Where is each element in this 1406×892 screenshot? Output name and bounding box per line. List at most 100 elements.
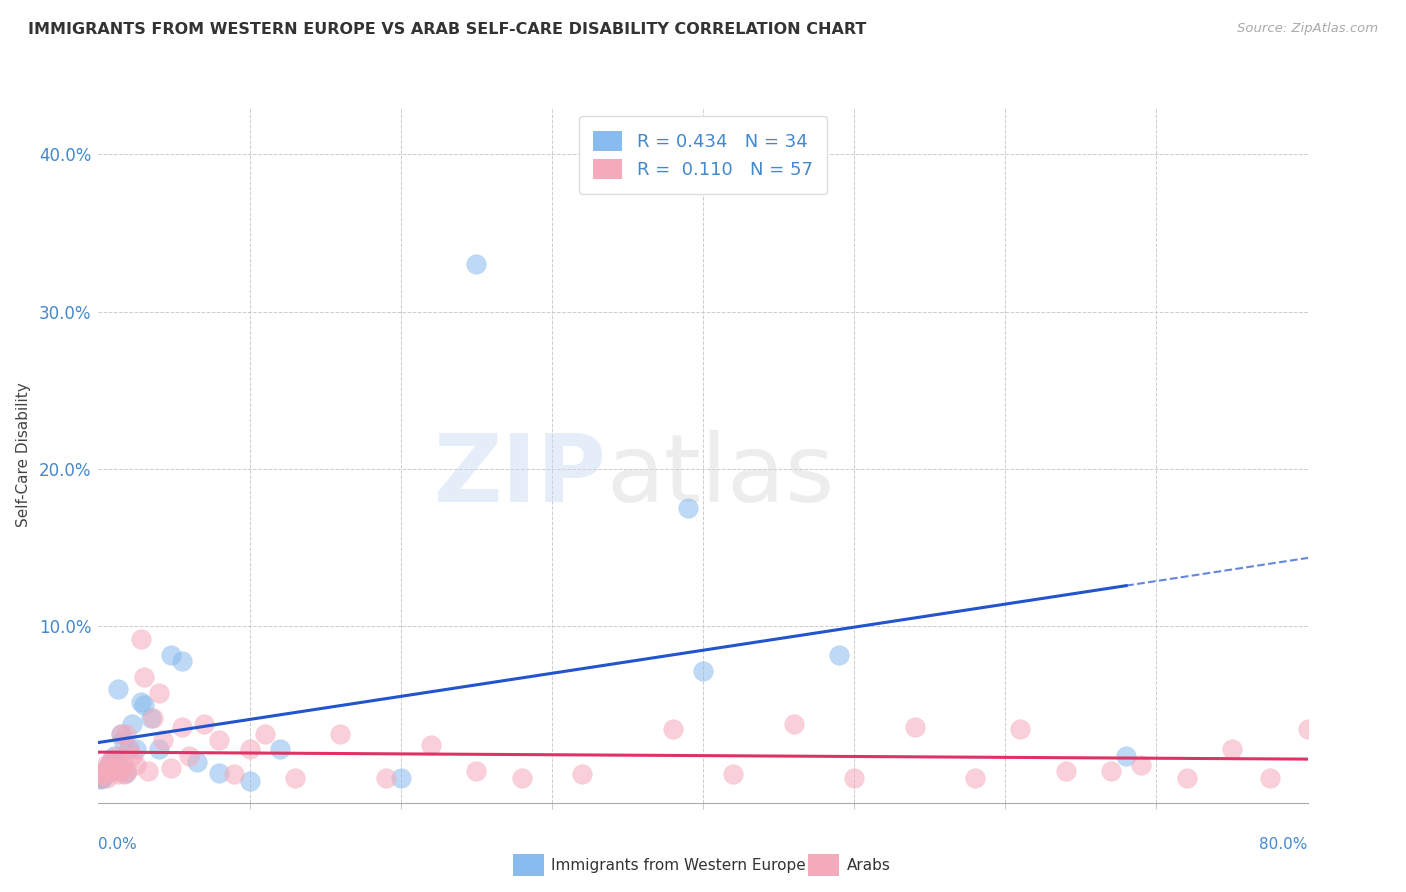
Point	[284, 771, 307, 785]
Point	[1220, 742, 1243, 756]
Point	[129, 632, 152, 646]
Point	[100, 764, 122, 779]
Text: IMMIGRANTS FROM WESTERN EUROPE VS ARAB SELF-CARE DISABILITY CORRELATION CHART: IMMIGRANTS FROM WESTERN EUROPE VS ARAB S…	[28, 22, 866, 37]
Point	[782, 717, 804, 731]
Point	[105, 753, 128, 767]
Point	[91, 771, 114, 785]
Point	[329, 726, 352, 740]
Point	[105, 748, 128, 763]
Point	[661, 722, 683, 736]
Point	[1054, 764, 1077, 779]
Point	[239, 773, 262, 788]
Y-axis label: Self-Care Disability: Self-Care Disability	[15, 383, 31, 527]
Point	[1115, 748, 1137, 763]
Point	[253, 726, 276, 740]
Point	[160, 648, 183, 662]
Point	[208, 765, 231, 780]
Point	[110, 726, 132, 740]
Point	[89, 771, 111, 785]
Point	[224, 767, 246, 781]
Point	[239, 742, 262, 756]
Point	[132, 698, 155, 713]
Point	[118, 742, 141, 756]
Point	[208, 732, 231, 747]
Point	[125, 742, 148, 756]
Point	[103, 758, 125, 772]
Point	[1099, 764, 1122, 779]
Point	[676, 501, 699, 516]
Point	[269, 742, 291, 756]
Point	[125, 758, 148, 772]
Point	[93, 767, 115, 781]
Point	[1258, 771, 1281, 785]
Point	[98, 761, 121, 775]
Point	[93, 767, 115, 781]
Point	[389, 771, 412, 785]
Point	[1130, 758, 1153, 772]
Text: Source: ZipAtlas.com: Source: ZipAtlas.com	[1237, 22, 1378, 36]
Point	[107, 682, 129, 697]
Point	[148, 742, 170, 756]
Point	[136, 764, 159, 779]
Point	[170, 720, 193, 734]
Text: ZIP: ZIP	[433, 430, 606, 522]
Point	[571, 767, 593, 781]
Point	[112, 767, 135, 781]
Point	[101, 753, 124, 767]
Point	[111, 758, 134, 772]
Point	[100, 753, 122, 767]
Point	[1010, 722, 1032, 736]
Text: atlas: atlas	[606, 430, 835, 522]
Point	[111, 732, 134, 747]
Point	[101, 764, 124, 779]
Text: 0.0%: 0.0%	[98, 838, 138, 853]
Point	[1175, 771, 1198, 785]
Point	[96, 771, 118, 785]
Point	[104, 761, 127, 775]
Point	[107, 767, 129, 781]
Point	[170, 654, 193, 668]
Point	[89, 772, 111, 787]
Point	[374, 771, 396, 785]
Point	[965, 771, 987, 785]
Point	[121, 748, 143, 763]
Point	[148, 685, 170, 699]
Point	[118, 742, 141, 756]
Point	[510, 771, 533, 785]
Point	[94, 764, 117, 779]
Point	[186, 755, 208, 769]
Point	[98, 758, 121, 772]
Point	[103, 748, 125, 763]
Text: 80.0%: 80.0%	[1260, 838, 1308, 853]
Point	[904, 720, 927, 734]
Point	[152, 732, 174, 747]
Point	[692, 664, 714, 678]
Point	[90, 771, 112, 785]
Point	[721, 767, 744, 781]
Point	[1296, 722, 1319, 736]
Text: Arabs: Arabs	[846, 858, 890, 872]
Point	[108, 764, 131, 779]
Point	[844, 771, 866, 785]
Point	[419, 738, 441, 752]
Point	[160, 761, 183, 775]
Point	[114, 726, 136, 740]
Point	[142, 711, 165, 725]
Point	[114, 765, 136, 780]
Legend: R = 0.434   N = 34, R =  0.110   N = 57: R = 0.434 N = 34, R = 0.110 N = 57	[579, 116, 827, 194]
Point	[110, 726, 132, 740]
Point	[193, 717, 215, 731]
Point	[90, 767, 112, 781]
Point	[91, 764, 114, 779]
Point	[465, 764, 488, 779]
Point	[94, 758, 117, 772]
Point	[828, 648, 851, 662]
Point	[132, 670, 155, 684]
Point	[121, 717, 143, 731]
Point	[129, 695, 152, 709]
Point	[141, 711, 163, 725]
Point	[115, 764, 138, 779]
Text: Immigrants from Western Europe: Immigrants from Western Europe	[551, 858, 806, 872]
Point	[465, 257, 488, 271]
Point	[96, 761, 118, 775]
